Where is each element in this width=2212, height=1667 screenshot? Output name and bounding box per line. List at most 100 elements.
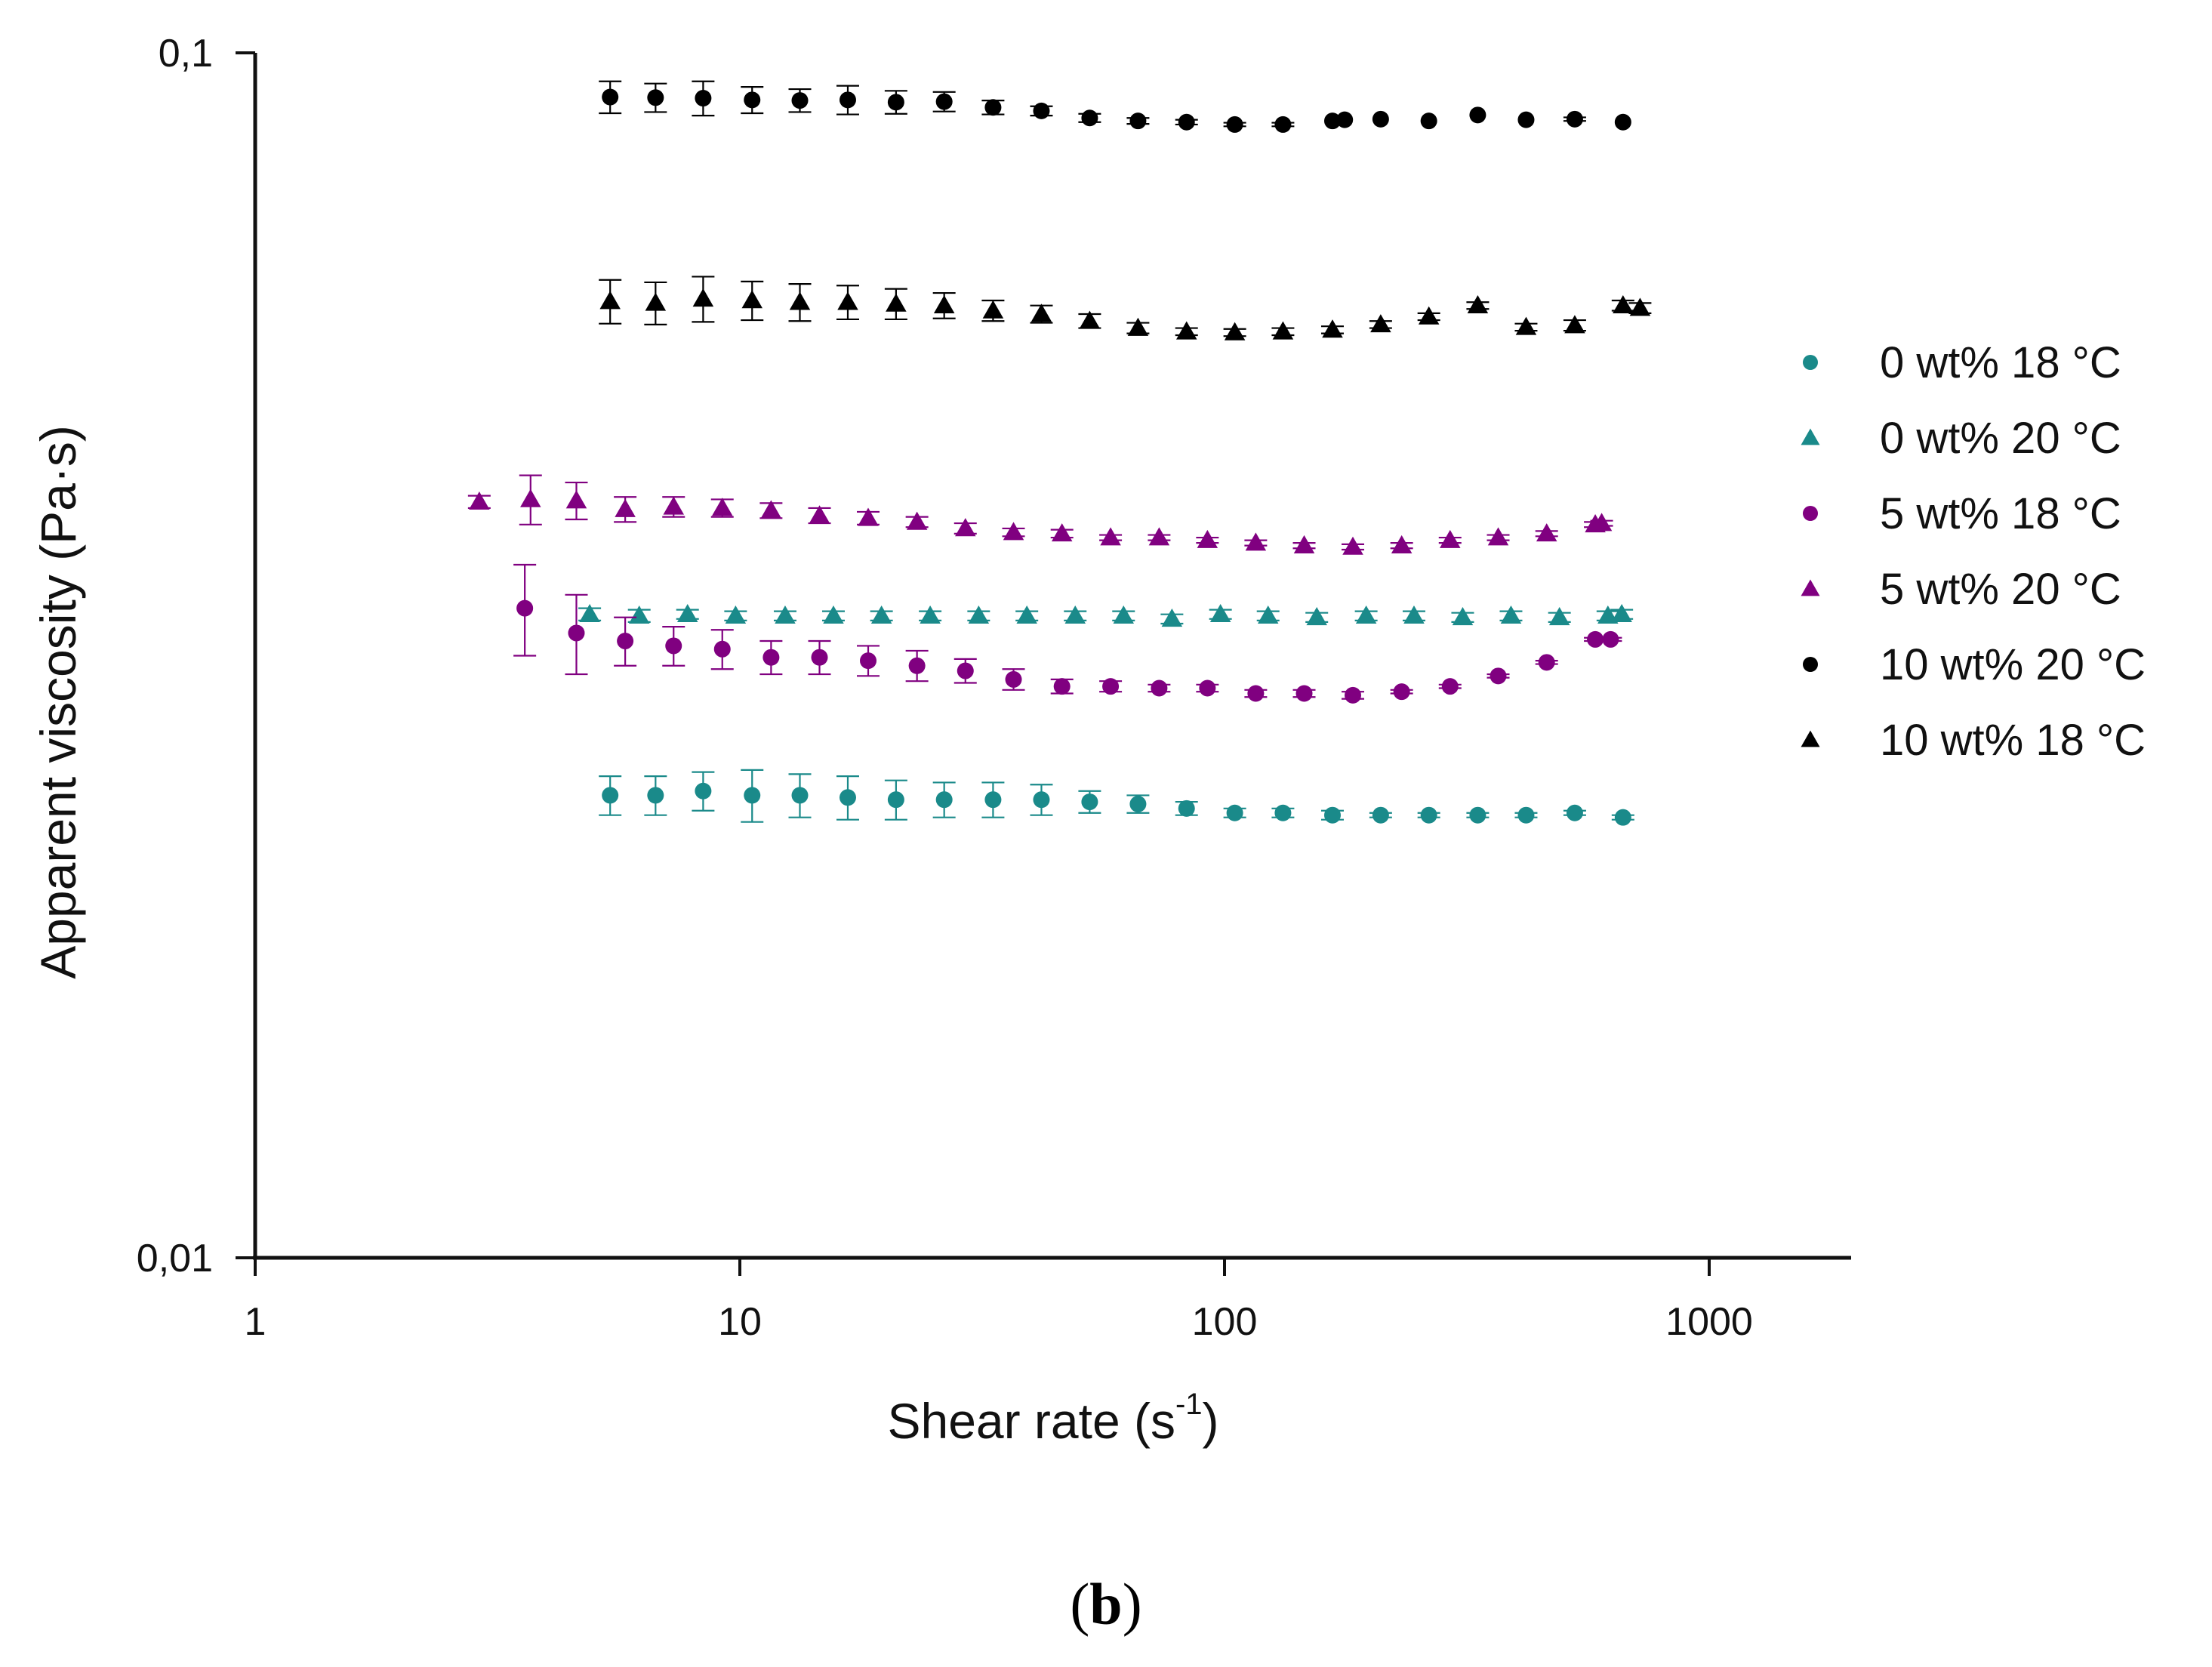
data-point [823,605,844,624]
legend-marker [1801,428,1820,445]
data-point [520,488,541,507]
ticks: 1 10 100 1000 0,1 0,01 [137,32,1753,1344]
data-point [839,91,856,109]
data-point [1199,679,1216,697]
data-point [1487,527,1509,546]
data-point [615,498,636,517]
data-point [1224,322,1246,340]
legend-marker [1803,355,1818,370]
data-point [1079,310,1101,329]
data-point [984,791,1002,809]
legend-marker [1801,579,1820,596]
data-point [984,99,1002,116]
data-point [1418,306,1440,325]
data-point [1051,523,1073,542]
data-point [789,291,811,310]
data-point [858,507,879,526]
data-point [811,649,828,666]
data-point [1336,111,1354,128]
data-point [968,605,990,624]
data-point [1257,605,1279,624]
data-point [692,288,714,307]
data-point [1178,800,1195,817]
series-5 [599,276,1652,340]
data-point [920,605,941,624]
data-point [1323,806,1341,824]
data-point [1322,319,1343,338]
data-point [1403,605,1425,624]
data-point [1306,607,1327,626]
data-point [744,91,761,109]
data-point [908,657,926,674]
x-axis-label-close: ) [1203,1393,1219,1449]
data-point [1081,793,1098,811]
data-point [933,294,955,314]
x-tick-label: 10 [718,1300,762,1344]
data-point [744,787,761,804]
data-point [1566,804,1583,821]
data-point [1440,529,1461,548]
data-point [1003,522,1024,541]
data-point [957,662,974,679]
data-point [1345,686,1362,704]
data-point [712,498,733,516]
data-point [1420,806,1437,824]
x-axis-label: Shear rate (s-1) [887,1388,1218,1449]
data-point [1517,111,1535,128]
series-2 [513,563,1622,704]
data-point [1564,315,1585,334]
data-point [1033,102,1050,119]
legend-marker [1801,730,1820,747]
data-point [886,293,907,312]
data-point [1490,667,1507,685]
data-point [1591,513,1613,532]
data-point [1178,113,1195,131]
data-point [645,292,667,311]
data-point [1393,683,1410,701]
data-point [665,637,682,655]
data-point [982,300,1004,319]
data-point [1129,112,1147,130]
data-point [695,90,712,107]
data-point [1274,116,1292,133]
data-point [839,789,856,806]
data-point [870,605,892,624]
data-point [837,291,858,310]
legend-label: 5 wt% 18 °C [1880,489,2121,538]
series-4 [599,80,1631,133]
data-point [906,511,928,530]
legend-label: 10 wt% 20 °C [1880,640,2146,689]
data-point [1372,806,1389,824]
legend: 0 wt% 18 °C 0 wt% 20 °C 5 wt% 18 °C 5 wt% 2… [1801,338,2146,765]
x-axis-label-sup: -1 [1175,1388,1203,1421]
data-point [1536,523,1557,542]
data-point [1323,112,1341,130]
data-point [887,94,904,111]
data-point [1016,605,1037,624]
data-point [1175,321,1197,340]
data-point [602,88,619,106]
data-point [1151,679,1168,697]
data-point [568,624,585,642]
data-point [565,490,587,509]
data-point [955,518,976,537]
data-point [1129,795,1147,812]
data-point [1293,535,1315,553]
caption-close: ) [1122,1571,1142,1637]
data-point [1031,304,1052,322]
data-point [1517,806,1535,824]
data-point [725,605,747,624]
data-point [860,652,877,670]
data-point [791,92,809,109]
data-point [1602,630,1619,648]
data-point [1452,607,1474,626]
y-tick-label: 0,01 [137,1237,213,1280]
data-point [1102,678,1120,695]
data-point [1500,605,1522,624]
data-point [1100,527,1121,546]
data-point [1226,804,1243,821]
data-point [1197,529,1218,548]
data-point [1226,116,1243,133]
data-point [1127,317,1149,336]
